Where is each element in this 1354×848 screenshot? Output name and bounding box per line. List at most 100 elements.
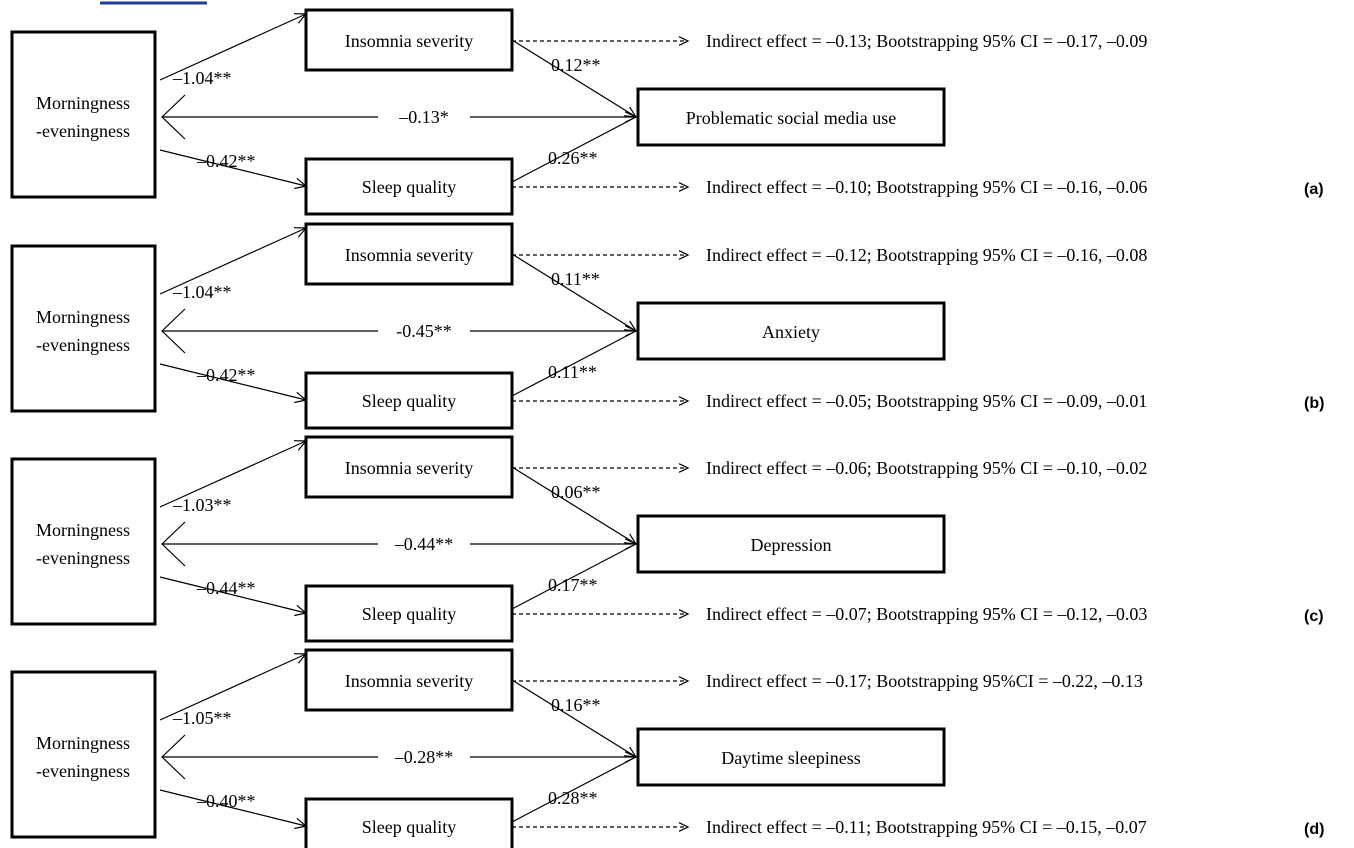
path-a-bottom-coefficient: –0.40** xyxy=(196,791,256,811)
path-b-bottom-coefficient: 0.17** xyxy=(548,575,598,595)
predictor-label-line2: -eveningness xyxy=(36,121,130,141)
predictor-label-line2: -eveningness xyxy=(36,761,130,781)
mediator-top-box xyxy=(304,222,514,286)
mediator-bottom-label: Sleep quality xyxy=(362,391,456,411)
path-b-bottom-line xyxy=(511,116,637,183)
indirect-effect-bottom-text: Indirect effect = –0.07; Bootstrapping 9… xyxy=(706,604,1147,624)
path-a-top-arrowhead xyxy=(293,653,308,664)
path-b-top-line xyxy=(511,466,637,545)
outcome-box xyxy=(636,727,946,787)
indirect-effect-top-text: Indirect effect = –0.17; Bootstrapping 9… xyxy=(706,671,1143,691)
mediator-bottom-label: Sleep quality xyxy=(362,817,456,837)
path-a-bottom-arrowhead xyxy=(294,604,308,617)
mediator-bottom-label: Sleep quality xyxy=(362,604,456,624)
path-b-bottom-coefficient: 0.28** xyxy=(548,788,598,808)
indirect-bottom-arrowhead xyxy=(678,822,690,832)
indirect-effect-top-text: Indirect effect = –0.06; Bootstrapping 9… xyxy=(706,458,1147,478)
outcome-box xyxy=(636,514,946,574)
panel-label: (c) xyxy=(1304,608,1324,625)
mediator-top-label: Insomnia severity xyxy=(345,31,473,51)
direct-path-coefficient: –0.13* xyxy=(398,107,449,127)
path-a-top-line xyxy=(159,13,307,81)
indirect-effect-bottom-text: Indirect effect = –0.11; Bootstrapping 9… xyxy=(706,817,1147,837)
predictor-box xyxy=(10,670,157,839)
predictor-box xyxy=(10,30,157,199)
indirect-bottom-arrowhead xyxy=(678,182,690,192)
path-a-bottom-line xyxy=(159,149,307,187)
mediator-top-label: Insomnia severity xyxy=(345,245,473,265)
indirect-top-arrowhead xyxy=(678,250,690,260)
predictor-left-chevron xyxy=(161,94,186,140)
outcome-label: Problematic social media use xyxy=(686,108,896,128)
path-a-top-arrowhead xyxy=(293,440,308,451)
predictor-label-line1: Morningness xyxy=(36,733,130,753)
predictor-left-chevron xyxy=(161,734,186,780)
predictor-box xyxy=(10,457,157,626)
direct-path-coefficient: –0.28** xyxy=(394,747,454,767)
panel: Morningness -eveningness Insomnia severity… xyxy=(10,8,1324,216)
path-a-bottom-arrowhead xyxy=(294,177,308,190)
path-a-bottom-line xyxy=(159,789,307,827)
indirect-bottom-arrowhead xyxy=(678,396,690,406)
path-a-top-coefficient: –1.05** xyxy=(172,708,232,728)
mediator-top-label: Insomnia severity xyxy=(345,458,473,478)
panel-label: (b) xyxy=(1304,395,1324,412)
path-b-bottom-coefficient: 0.11** xyxy=(548,362,597,382)
predictor-left-chevron xyxy=(161,308,186,354)
mediator-top-box xyxy=(304,435,514,499)
direct-path-coefficient: –0.44** xyxy=(394,534,454,554)
predictor-label-line1: Morningness xyxy=(36,307,130,327)
path-b-top-line xyxy=(511,679,637,758)
predictor-label-line2: -eveningness xyxy=(36,335,130,355)
predictor-box xyxy=(10,244,157,413)
path-a-bottom-coefficient: –0.42** xyxy=(196,151,256,171)
path-b-bottom-line xyxy=(511,543,637,610)
path-a-top-line xyxy=(159,440,307,508)
panel: Morningness -eveningness Insomnia severity… xyxy=(10,435,1324,643)
mediator-bottom-label: Sleep quality xyxy=(362,177,456,197)
panel-label: (a) xyxy=(1304,181,1324,198)
path-b-top-coefficient: 0.11** xyxy=(551,269,600,289)
path-b-top-coefficient: 0.12** xyxy=(551,55,601,75)
path-b-top-coefficient: 0.16** xyxy=(551,695,601,715)
path-b-top-coefficient: 0.06** xyxy=(551,482,601,502)
path-a-top-line xyxy=(159,653,307,721)
path-a-top-coefficient: –1.03** xyxy=(172,495,232,515)
path-a-top-arrowhead xyxy=(293,13,308,24)
panel: Morningness -eveningness Insomnia severity… xyxy=(10,648,1324,848)
direct-path-coefficient: -0.45** xyxy=(396,321,452,341)
outcome-box xyxy=(636,87,946,147)
indirect-effect-bottom-text: Indirect effect = –0.10; Bootstrapping 9… xyxy=(706,177,1147,197)
outcome-label: Daytime sleepiness xyxy=(721,748,860,768)
indirect-top-arrowhead xyxy=(678,36,690,46)
mediator-top-label: Insomnia severity xyxy=(345,671,473,691)
predictor-left-chevron xyxy=(161,521,186,567)
path-a-bottom-coefficient: –0.42** xyxy=(196,365,256,385)
path-a-bottom-arrowhead xyxy=(294,817,308,830)
indirect-bottom-arrowhead xyxy=(678,609,690,619)
outcome-label: Depression xyxy=(751,535,832,555)
path-a-top-coefficient: –1.04** xyxy=(172,68,232,88)
outcome-box xyxy=(636,301,946,361)
path-a-top-coefficient: –1.04** xyxy=(172,282,232,302)
path-b-bottom-coefficient: 0.26** xyxy=(548,148,598,168)
predictor-label-line1: Morningness xyxy=(36,93,130,113)
path-a-bottom-coefficient: –0.44** xyxy=(196,578,256,598)
indirect-effect-top-text: Indirect effect = –0.12; Bootstrapping 9… xyxy=(706,245,1147,265)
path-a-bottom-line xyxy=(159,576,307,614)
panel: Morningness -eveningness Insomnia severity… xyxy=(10,222,1324,430)
path-a-top-line xyxy=(159,227,307,295)
indirect-top-arrowhead xyxy=(678,676,690,686)
indirect-top-arrowhead xyxy=(678,463,690,473)
path-b-bottom-line xyxy=(511,756,637,823)
path-b-bottom-line xyxy=(511,330,637,397)
indirect-effect-bottom-text: Indirect effect = –0.05; Bootstrapping 9… xyxy=(706,391,1147,411)
predictor-label-line1: Morningness xyxy=(36,520,130,540)
path-b-top-line xyxy=(511,39,637,118)
path-b-top-line xyxy=(511,253,637,332)
path-a-top-arrowhead xyxy=(293,227,308,238)
indirect-effect-top-text: Indirect effect = –0.13; Bootstrapping 9… xyxy=(706,31,1147,51)
panel-label: (d) xyxy=(1304,821,1324,838)
outcome-label: Anxiety xyxy=(762,322,820,342)
